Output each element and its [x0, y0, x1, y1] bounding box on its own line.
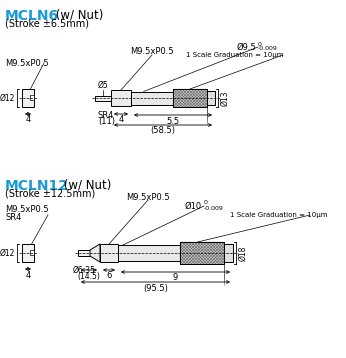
- Text: 4: 4: [118, 116, 124, 125]
- Text: (w/ Nut): (w/ Nut): [60, 179, 111, 192]
- Text: (Stroke ±6.5mm): (Stroke ±6.5mm): [5, 19, 89, 29]
- Bar: [180, 242, 224, 264]
- Bar: [111, 90, 131, 106]
- Text: MCLN6: MCLN6: [5, 9, 59, 23]
- Text: 0: 0: [204, 200, 208, 205]
- Text: (w/ Nut): (w/ Nut): [52, 9, 103, 22]
- Bar: [173, 89, 207, 107]
- Text: Ø9.5: Ø9.5: [236, 43, 256, 52]
- Bar: [30, 95, 34, 100]
- Bar: [100, 244, 118, 262]
- Text: M9.5xP0.5: M9.5xP0.5: [5, 205, 49, 214]
- Text: 6: 6: [106, 271, 112, 281]
- Bar: [173, 89, 207, 107]
- Text: 4: 4: [25, 116, 31, 125]
- Bar: [118, 245, 180, 261]
- Text: M9.5xP0.5: M9.5xP0.5: [5, 58, 49, 68]
- Bar: [95, 96, 111, 101]
- Text: M9.5xP0.5: M9.5xP0.5: [126, 193, 170, 202]
- Text: 0: 0: [258, 42, 262, 47]
- Text: (14.5): (14.5): [78, 271, 100, 281]
- Text: SR4: SR4: [98, 111, 115, 120]
- Polygon shape: [90, 244, 100, 262]
- Bar: [224, 244, 233, 262]
- Text: Ø12: Ø12: [0, 93, 15, 102]
- Bar: [180, 242, 224, 264]
- Bar: [30, 250, 34, 255]
- Text: 9: 9: [173, 274, 178, 282]
- Text: Ø12: Ø12: [0, 248, 15, 257]
- Text: -0.009: -0.009: [258, 47, 278, 52]
- Text: Ø10: Ø10: [185, 202, 202, 211]
- Text: MCLN12: MCLN12: [5, 179, 69, 193]
- Text: 4: 4: [25, 271, 31, 280]
- Text: 1 Scale Graduation = 10μm: 1 Scale Graduation = 10μm: [230, 212, 328, 218]
- Bar: [78, 250, 90, 256]
- Text: 5.5: 5.5: [166, 116, 180, 126]
- Text: Ø18: Ø18: [238, 245, 247, 261]
- Text: SR4: SR4: [5, 213, 21, 223]
- Bar: [22, 89, 34, 107]
- Text: (Stroke ±12.5mm): (Stroke ±12.5mm): [5, 189, 95, 199]
- Text: Ø6.35: Ø6.35: [73, 266, 95, 275]
- Text: Ø5: Ø5: [98, 81, 108, 90]
- Text: (95.5): (95.5): [143, 284, 168, 292]
- Text: -0.009: -0.009: [204, 205, 224, 211]
- Text: 1 Scale Graduation = 10μm: 1 Scale Graduation = 10μm: [185, 52, 283, 58]
- Bar: [131, 92, 173, 105]
- Text: (58.5): (58.5): [151, 126, 175, 135]
- Text: M9.5xP0.5: M9.5xP0.5: [130, 48, 174, 57]
- Bar: [22, 244, 34, 262]
- Text: (11): (11): [98, 117, 115, 126]
- Bar: [207, 91, 215, 105]
- Text: Ø13: Ø13: [220, 90, 229, 106]
